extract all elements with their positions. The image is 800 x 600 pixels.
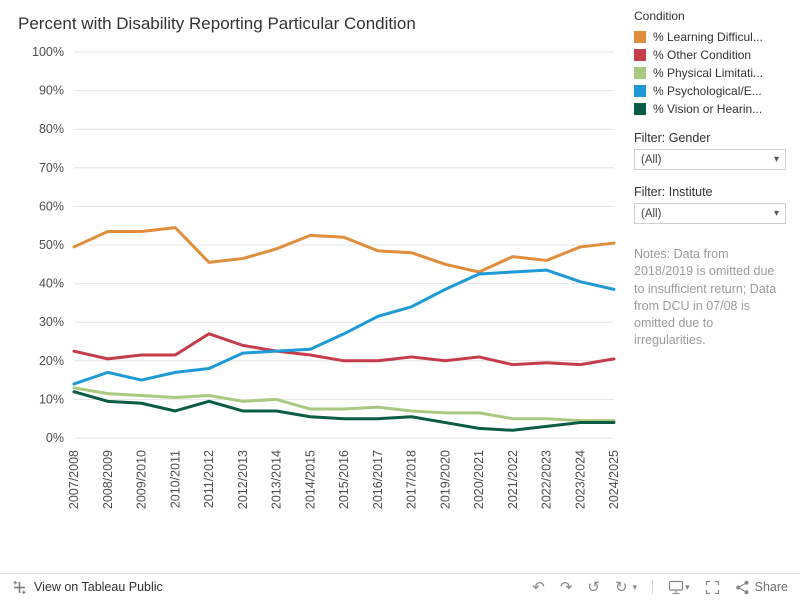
- x-axis-label: 2016/2017: [371, 450, 385, 509]
- view-on-tableau-label: View on Tableau Public: [34, 580, 163, 594]
- filter-dropdown[interactable]: (All) ▾: [634, 203, 786, 224]
- x-axis-label: 2013/2014: [270, 450, 284, 509]
- redo-icon[interactable]: ↷: [559, 578, 573, 596]
- legend-item[interactable]: % Other Condition: [634, 48, 792, 62]
- filter: Filter: Gender (All) ▾: [634, 131, 792, 170]
- legend-item[interactable]: % Learning Difficul...: [634, 30, 792, 44]
- x-axis-label: 2023/2024: [573, 450, 587, 509]
- download-button[interactable]: ▾: [668, 580, 690, 595]
- filters: Filter: Gender (All) ▾ Filter: Institute (Al…: [634, 131, 792, 224]
- share-button[interactable]: Share: [735, 580, 788, 595]
- filter-label: Filter: Gender: [634, 131, 711, 145]
- y-axis-label: 40%: [39, 277, 64, 291]
- toolbar: ↶ ↷ ↺ ↻ ▾ ▾: [532, 580, 788, 595]
- undo-icon[interactable]: ↶: [532, 578, 545, 596]
- view-on-tableau-link[interactable]: View on Tableau Public: [12, 580, 163, 595]
- x-axis-label: 2017/2018: [405, 450, 419, 509]
- y-axis-label: 0%: [46, 431, 64, 445]
- series-line-1[interactable]: [72, 332, 616, 367]
- legend-title: Condition: [634, 9, 685, 23]
- y-axis-label: 10%: [39, 392, 64, 406]
- x-axis-label: 2010/2011: [168, 450, 182, 508]
- toolbar-divider: [652, 580, 654, 594]
- fullscreen-icon: [705, 580, 719, 594]
- x-axis-label: 2024/2025: [607, 450, 621, 509]
- line-chart[interactable]: 0% 10% 20% 30% 40% 50% 60% 70% 80% 90% 100% 2007/20…: [10, 36, 630, 536]
- legend-item[interactable]: % Vision or Hearin...: [634, 102, 792, 116]
- filter-label: Filter: Institute: [634, 185, 713, 199]
- share-icon: [735, 580, 749, 594]
- series-line-2[interactable]: [72, 386, 616, 423]
- x-axis-label: 2014/2015: [303, 450, 317, 509]
- x-axis-label: 2022/2023: [540, 450, 554, 509]
- tableau-footer: View on Tableau Public ↶ ↷ ↺ ↻ ▾ ▾: [0, 573, 800, 600]
- y-axis-label: 80%: [39, 122, 64, 136]
- x-axis-label: 2011/2012: [202, 450, 216, 508]
- legend-label: % Other Condition: [653, 48, 752, 62]
- filter-dropdown[interactable]: (All) ▾: [634, 149, 786, 170]
- chart-title: Percent with Disability Reporting Partic…: [18, 14, 416, 33]
- y-axis-label: 30%: [39, 315, 64, 329]
- filter: Filter: Institute (All) ▾: [634, 185, 792, 224]
- legend-label: % Vision or Hearin...: [653, 102, 763, 116]
- fullscreen-button[interactable]: [705, 580, 720, 595]
- x-axis-label: 2008/2009: [101, 450, 115, 509]
- chevron-down-icon: ▾: [773, 207, 779, 219]
- y-axis-label: 90%: [39, 84, 64, 98]
- legend-item[interactable]: % Psychological/E...: [634, 84, 792, 98]
- x-axis-label: 2009/2010: [135, 450, 149, 509]
- legend-item[interactable]: % Physical Limitati...: [634, 66, 792, 80]
- refresh-icon[interactable]: ↻: [615, 578, 628, 596]
- chart-area: Percent with Disability Reporting Partic…: [10, 14, 630, 536]
- x-axis-label: 2021/2022: [506, 450, 520, 509]
- viz-container: Percent with Disability Reporting Partic…: [10, 0, 800, 572]
- y-axis-label: 70%: [39, 161, 64, 175]
- dropdown-value: (All): [641, 153, 662, 166]
- tableau-logo: [13, 580, 26, 594]
- x-axis-label: 2020/2021: [472, 450, 486, 509]
- x-axis-label: 2015/2016: [337, 450, 351, 509]
- x-axis-label: 2019/2020: [438, 450, 452, 509]
- legend-swatch: [634, 67, 646, 79]
- legend-label: % Psychological/E...: [653, 84, 762, 98]
- legend-swatch: [634, 49, 646, 61]
- legend-swatch: [634, 31, 646, 43]
- download-icon: [669, 580, 684, 594]
- series-line-4[interactable]: [72, 390, 616, 432]
- y-axis-label: 100%: [32, 45, 64, 59]
- y-axis-label: 20%: [39, 354, 64, 368]
- series-line-0[interactable]: [72, 226, 616, 274]
- share-label: Share: [754, 580, 788, 594]
- sidebar: Condition % Learning Difficul... % Other …: [634, 0, 800, 572]
- legend-label: % Learning Difficul...: [653, 30, 763, 44]
- chevron-down-icon: ▾: [773, 153, 779, 165]
- legend-label: % Physical Limitati...: [653, 66, 764, 80]
- dropdown-value: (All): [641, 207, 662, 220]
- chevron-down-icon[interactable]: ▾: [632, 581, 638, 592]
- y-axis-label: 60%: [39, 199, 64, 213]
- reset-icon[interactable]: ↺: [587, 578, 600, 596]
- notes-text: Notes: Data from 2018/2019 is omitted du…: [634, 247, 777, 348]
- x-axis-label: 2012/2013: [236, 450, 250, 509]
- legend-swatch: [634, 85, 646, 97]
- legend-swatch: [634, 103, 646, 115]
- chevron-down-icon: ▾: [685, 581, 690, 592]
- x-axis-label: 2007/2008: [67, 450, 81, 509]
- series-line-3[interactable]: [72, 268, 616, 386]
- y-axis-label: 50%: [39, 238, 64, 252]
- legend-items: % Learning Difficul... % Other Condition%…: [634, 30, 792, 116]
